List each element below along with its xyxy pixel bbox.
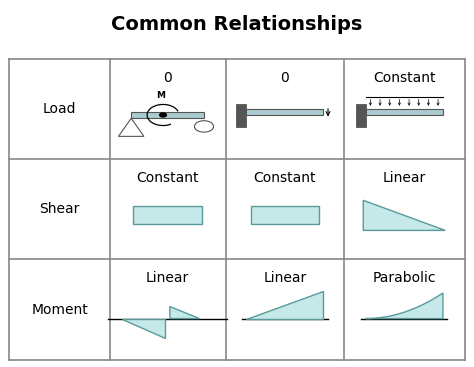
Text: 0: 0 xyxy=(163,71,172,85)
Text: Load: Load xyxy=(43,102,76,116)
FancyBboxPatch shape xyxy=(365,109,443,115)
Ellipse shape xyxy=(194,121,214,132)
Text: Linear: Linear xyxy=(146,272,189,286)
FancyBboxPatch shape xyxy=(131,112,204,118)
Text: Linear: Linear xyxy=(263,272,306,286)
Text: Constant: Constant xyxy=(137,171,199,185)
Polygon shape xyxy=(363,200,445,230)
Polygon shape xyxy=(118,118,144,137)
Circle shape xyxy=(159,112,167,118)
FancyBboxPatch shape xyxy=(134,206,202,224)
FancyBboxPatch shape xyxy=(236,105,246,127)
FancyBboxPatch shape xyxy=(246,109,323,115)
Polygon shape xyxy=(365,293,443,319)
Text: Constant: Constant xyxy=(254,171,316,185)
Text: Common Relationships: Common Relationships xyxy=(111,15,363,34)
Text: Constant: Constant xyxy=(373,71,436,85)
Text: 0: 0 xyxy=(281,71,289,85)
Polygon shape xyxy=(246,291,323,319)
Polygon shape xyxy=(122,319,165,338)
Text: Linear: Linear xyxy=(383,171,426,185)
Polygon shape xyxy=(170,306,200,319)
FancyBboxPatch shape xyxy=(356,105,365,127)
Text: Moment: Moment xyxy=(31,302,88,317)
Text: M: M xyxy=(156,91,165,100)
Text: Parabolic: Parabolic xyxy=(373,272,436,286)
Text: Shear: Shear xyxy=(39,202,80,216)
FancyBboxPatch shape xyxy=(251,206,319,224)
